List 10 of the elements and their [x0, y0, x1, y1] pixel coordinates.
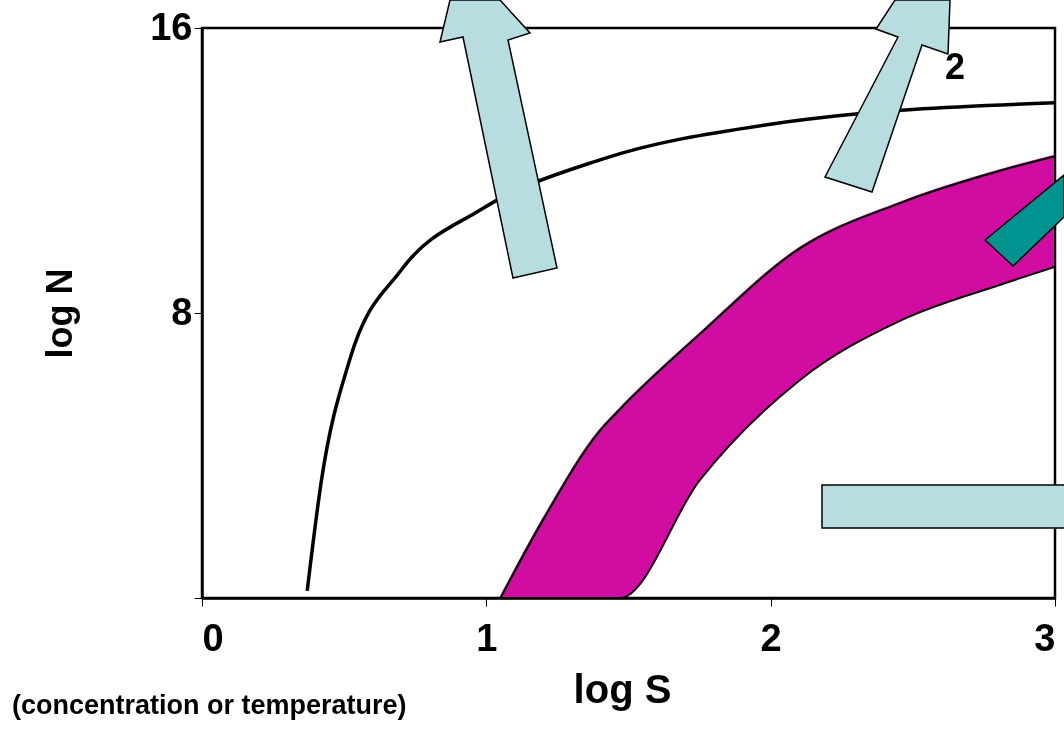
y-tick-label: 8: [171, 290, 193, 333]
y-axis-title: log N: [39, 268, 81, 359]
x-tick-label: 1: [476, 616, 498, 659]
x-tick-label: 0: [202, 616, 224, 659]
series-label: 2: [944, 45, 966, 87]
x-tick-label: 3: [1034, 616, 1056, 659]
y-tick-label: 16: [150, 5, 193, 48]
text: (concentration or temperature): [12, 690, 407, 721]
x-axis-title: log S: [573, 666, 672, 711]
x-tick-label: 2: [760, 616, 782, 659]
